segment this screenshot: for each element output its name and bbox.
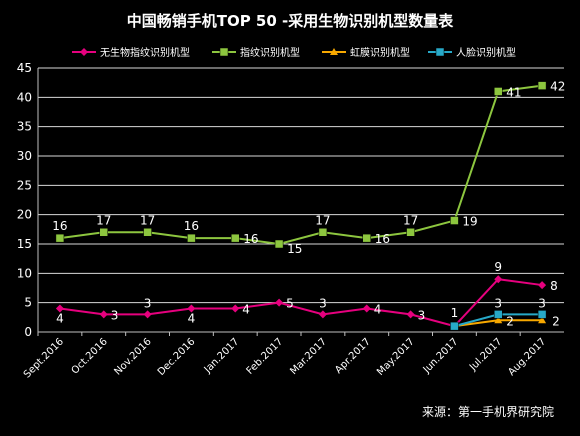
data-point: [362, 233, 371, 243]
data-label: 3: [494, 296, 502, 310]
data-label: 42: [550, 80, 565, 94]
data-label: 3: [418, 308, 426, 322]
data-point: [318, 228, 328, 237]
data-point: [275, 298, 284, 307]
data-point: [99, 228, 108, 237]
data-label: 1: [451, 306, 459, 320]
y-tick-label: 25: [17, 178, 32, 192]
data-label: 17: [140, 213, 155, 227]
series-line-1: [59, 84, 543, 246]
data-point: [537, 310, 547, 319]
data-label: 17: [315, 213, 330, 227]
data-label: 4: [242, 303, 250, 317]
data-label: 3: [144, 296, 152, 310]
data-label: 2: [552, 314, 560, 328]
data-point: [494, 310, 503, 319]
data-point: [538, 281, 547, 290]
data-point: [537, 81, 547, 90]
data-label: 16: [243, 232, 258, 246]
x-tick-label: Mar.2017: [288, 336, 329, 377]
y-tick-label: 45: [17, 61, 32, 75]
data-point: [494, 316, 503, 324]
data-point: [143, 310, 152, 319]
data-point: [99, 310, 108, 319]
data-point: [187, 233, 196, 243]
data-label: 2: [506, 314, 514, 328]
data-label: 16: [184, 219, 199, 233]
data-point: [362, 304, 371, 313]
data-label: 15: [287, 242, 302, 256]
y-tick-label: 15: [17, 237, 32, 251]
data-label: 4: [56, 312, 64, 326]
data-point: [450, 216, 459, 225]
data-label: 4: [374, 303, 382, 317]
data-label: 3: [111, 308, 119, 322]
data-label: 9: [494, 260, 502, 274]
legend-marker: [435, 47, 445, 57]
x-tick-label: Oct.2016: [70, 336, 110, 376]
x-tick-label: Apr.2017: [333, 336, 373, 376]
data-point: [143, 228, 152, 237]
y-tick-label: 0: [24, 325, 32, 339]
data-point: [231, 304, 240, 313]
y-tick-label: 40: [17, 90, 32, 104]
y-tick-label: 5: [24, 296, 32, 310]
legend-marker: [330, 48, 338, 55]
legend-marker: [219, 47, 229, 57]
data-label: 19: [462, 215, 477, 229]
source-note: 来源：第一手机界研究院: [422, 404, 554, 419]
series-line-0: [59, 278, 543, 328]
data-point: [55, 233, 65, 243]
data-label: 16: [375, 232, 390, 246]
y-tick-label: 30: [17, 149, 32, 163]
data-point: [494, 275, 503, 284]
data-point: [274, 239, 284, 249]
data-label: 17: [96, 213, 111, 227]
data-point: [406, 228, 415, 237]
y-tick-label: 10: [17, 266, 32, 280]
data-label: 8: [550, 279, 558, 293]
y-tick-label: 35: [17, 120, 32, 134]
legend: 无生物指纹识别机型 指纹识别机型 虹膜识别机型 人脸识别机型: [72, 46, 516, 59]
data-point: [55, 304, 64, 313]
data-point: [450, 321, 459, 331]
data-point: [187, 304, 196, 313]
data-label: 5: [286, 297, 294, 311]
data-point: [538, 316, 547, 324]
y-tick-label: 20: [17, 208, 32, 222]
data-point: [318, 310, 327, 319]
data-label: 17: [403, 213, 418, 227]
chart-title: 中国畅销手机TOP 50 -采用生物识别机型数量表: [127, 12, 455, 30]
legend-label: 无生物指纹识别机型: [100, 46, 190, 59]
data-label: 3: [538, 296, 546, 310]
x-tick-label: Jan.2017: [202, 336, 242, 376]
data-point: [494, 87, 503, 96]
legend-label: 虹膜识别机型: [350, 46, 410, 59]
x-tick-label: Dec.2016: [156, 336, 198, 378]
x-tick-label: May.2017: [375, 336, 417, 378]
legend-label: 人脸识别机型: [456, 46, 516, 59]
data-label: 4: [188, 312, 196, 326]
data-label: 3: [319, 296, 327, 310]
legend-label: 指纹识别机型: [240, 46, 300, 59]
x-tick-label: Feb.2017: [245, 336, 286, 377]
legend-marker: [80, 48, 88, 56]
data-label: 41: [506, 85, 521, 99]
x-tick-label: Jun.2017: [421, 336, 461, 376]
x-tick-label: Nov.2016: [112, 336, 153, 377]
x-tick-label: Sept.2016: [22, 336, 66, 380]
series-group: [55, 81, 547, 331]
data-point: [231, 233, 240, 243]
data-point: [406, 310, 415, 319]
x-tick-label: Aug.2017: [506, 336, 548, 378]
x-tick-label: Jul.2017: [467, 336, 504, 373]
data-label: 16: [52, 219, 67, 233]
